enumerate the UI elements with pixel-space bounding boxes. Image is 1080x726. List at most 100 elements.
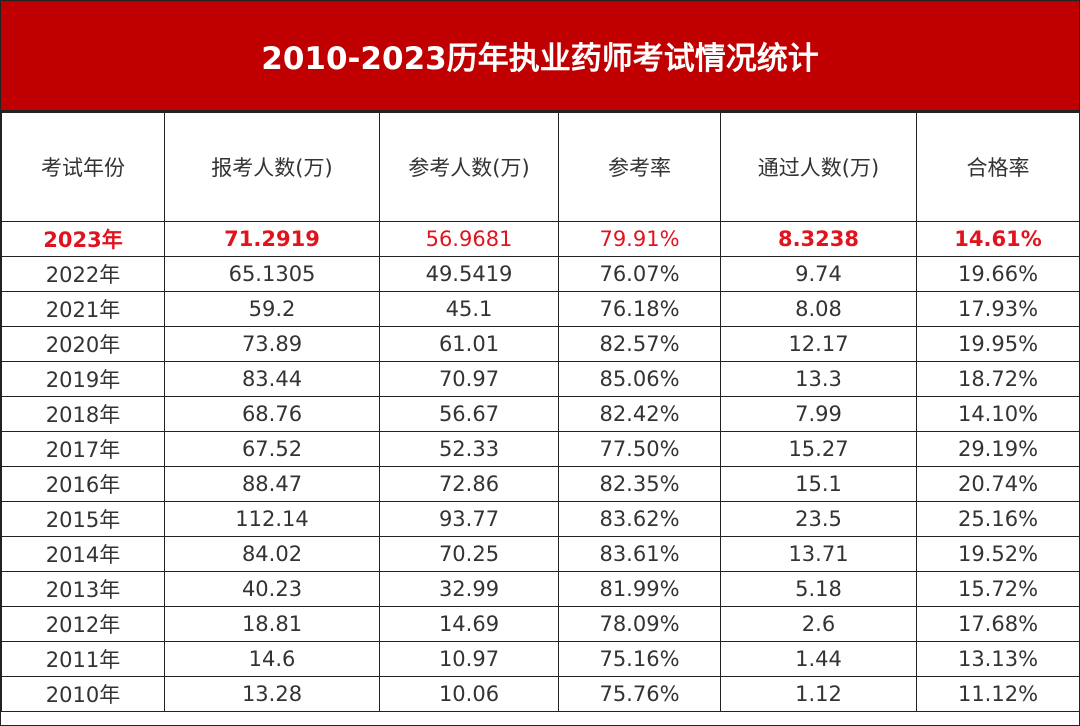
cell-passed: 23.5: [720, 501, 917, 537]
cell-year: 2011年: [1, 641, 165, 677]
cell-registered: 71.2919: [164, 221, 380, 257]
cell-participants: 45.1: [379, 291, 559, 327]
cell-pass-rate: 14.10%: [916, 396, 1080, 432]
cell-passed: 7.99: [720, 396, 917, 432]
cell-participation-rate: 75.16%: [558, 641, 721, 677]
cell-participants: 72.86: [379, 466, 559, 502]
cell-pass-rate: 20.74%: [916, 466, 1080, 502]
cell-registered: 73.89: [164, 326, 380, 362]
cell-pass-rate: 14.61%: [916, 221, 1080, 257]
cell-participation-rate: 85.06%: [558, 361, 721, 397]
cell-passed: 5.18: [720, 571, 917, 607]
cell-participation-rate: 76.07%: [558, 256, 721, 292]
cell-registered: 14.6: [164, 641, 380, 677]
cell-passed: 12.17: [720, 326, 917, 362]
table-row: 2013年 40.23 32.99 81.99% 5.18 15.72%: [1, 571, 1080, 607]
cell-passed: 8.3238: [720, 221, 917, 257]
cell-pass-rate: 11.12%: [916, 676, 1080, 712]
cell-pass-rate: 17.93%: [916, 291, 1080, 327]
cell-passed: 13.71: [720, 536, 917, 572]
cell-pass-rate: 18.72%: [916, 361, 1080, 397]
cell-year: 2016年: [1, 466, 165, 502]
cell-participants: 52.33: [379, 431, 559, 467]
cell-participation-rate: 82.57%: [558, 326, 721, 362]
table-row: 2022年 65.1305 49.5419 76.07% 9.74 19.66%: [1, 256, 1080, 292]
cell-participants: 49.5419: [379, 256, 559, 292]
cell-participants: 10.06: [379, 676, 559, 712]
cell-pass-rate: 17.68%: [916, 606, 1080, 642]
cell-pass-rate: 25.16%: [916, 501, 1080, 537]
cell-participants: 61.01: [379, 326, 559, 362]
cell-year: 2010年: [1, 676, 165, 712]
cell-registered: 84.02: [164, 536, 380, 572]
table-row: 2023年 71.2919 56.9681 79.91% 8.3238 14.61%: [1, 221, 1080, 257]
cell-participants: 56.67: [379, 396, 559, 432]
cell-participation-rate: 75.76%: [558, 676, 721, 712]
table-row: 2021年 59.2 45.1 76.18% 8.08 17.93%: [1, 291, 1080, 327]
cell-passed: 8.08: [720, 291, 917, 327]
cell-pass-rate: 29.19%: [916, 431, 1080, 467]
cell-passed: 15.1: [720, 466, 917, 502]
cell-participants: 56.9681: [379, 221, 559, 257]
cell-passed: 15.27: [720, 431, 917, 467]
table-row: 2016年 88.47 72.86 82.35% 15.1 20.74%: [1, 466, 1080, 502]
header-participants: 参考人数(万): [379, 112, 559, 222]
table-row: 2020年 73.89 61.01 82.57% 12.17 19.95%: [1, 326, 1080, 362]
cell-participation-rate: 81.99%: [558, 571, 721, 607]
cell-pass-rate: 15.72%: [916, 571, 1080, 607]
exam-stats-table: 考试年份 报考人数(万) 参考人数(万) 参考率 通过人数(万) 合格率 2023年 71.…: [1, 112, 1080, 712]
cell-registered: 13.28: [164, 676, 380, 712]
table-row: 2011年 14.6 10.97 75.16% 1.44 13.13%: [1, 641, 1080, 677]
cell-year: 2015年: [1, 501, 165, 537]
cell-passed: 9.74: [720, 256, 917, 292]
header-participation-rate: 参考率: [558, 112, 721, 222]
cell-pass-rate: 13.13%: [916, 641, 1080, 677]
header-year: 考试年份: [1, 112, 165, 222]
cell-participants: 93.77: [379, 501, 559, 537]
table-row: 2012年 18.81 14.69 78.09% 2.6 17.68%: [1, 606, 1080, 642]
cell-year: 2014年: [1, 536, 165, 572]
cell-participation-rate: 76.18%: [558, 291, 721, 327]
header-registered: 报考人数(万): [164, 112, 380, 222]
cell-participation-rate: 83.61%: [558, 536, 721, 572]
cell-participation-rate: 82.35%: [558, 466, 721, 502]
cell-registered: 67.52: [164, 431, 380, 467]
cell-participation-rate: 78.09%: [558, 606, 721, 642]
cell-registered: 112.14: [164, 501, 380, 537]
cell-year: 2020年: [1, 326, 165, 362]
cell-year: 2018年: [1, 396, 165, 432]
cell-year: 2021年: [1, 291, 165, 327]
cell-participation-rate: 82.42%: [558, 396, 721, 432]
cell-passed: 2.6: [720, 606, 917, 642]
cell-participation-rate: 77.50%: [558, 431, 721, 467]
table-row: 2014年 84.02 70.25 83.61% 13.71 19.52%: [1, 536, 1080, 572]
header-row: 考试年份 报考人数(万) 参考人数(万) 参考率 通过人数(万) 合格率: [1, 112, 1080, 222]
table-row: 2015年 112.14 93.77 83.62% 23.5 25.16%: [1, 501, 1080, 537]
cell-registered: 65.1305: [164, 256, 380, 292]
cell-registered: 88.47: [164, 466, 380, 502]
table-title: 2010-2023历年执业药师考试情况统计: [1, 1, 1079, 112]
cell-year: 2012年: [1, 606, 165, 642]
table-row: 2010年 13.28 10.06 75.76% 1.12 11.12%: [1, 676, 1080, 712]
table-row: 2018年 68.76 56.67 82.42% 7.99 14.10%: [1, 396, 1080, 432]
cell-participants: 32.99: [379, 571, 559, 607]
header-pass-rate: 合格率: [916, 112, 1080, 222]
cell-year: 2017年: [1, 431, 165, 467]
cell-pass-rate: 19.52%: [916, 536, 1080, 572]
cell-participants: 70.97: [379, 361, 559, 397]
cell-year: 2013年: [1, 571, 165, 607]
cell-participants: 70.25: [379, 536, 559, 572]
cell-registered: 59.2: [164, 291, 380, 327]
cell-participants: 14.69: [379, 606, 559, 642]
cell-registered: 40.23: [164, 571, 380, 607]
cell-registered: 68.76: [164, 396, 380, 432]
table-row: 2017年 67.52 52.33 77.50% 15.27 29.19%: [1, 431, 1080, 467]
cell-participants: 10.97: [379, 641, 559, 677]
cell-registered: 18.81: [164, 606, 380, 642]
cell-pass-rate: 19.95%: [916, 326, 1080, 362]
header-passed: 通过人数(万): [720, 112, 917, 222]
cell-year: 2019年: [1, 361, 165, 397]
cell-passed: 13.3: [720, 361, 917, 397]
cell-year: 2023年: [1, 221, 165, 257]
